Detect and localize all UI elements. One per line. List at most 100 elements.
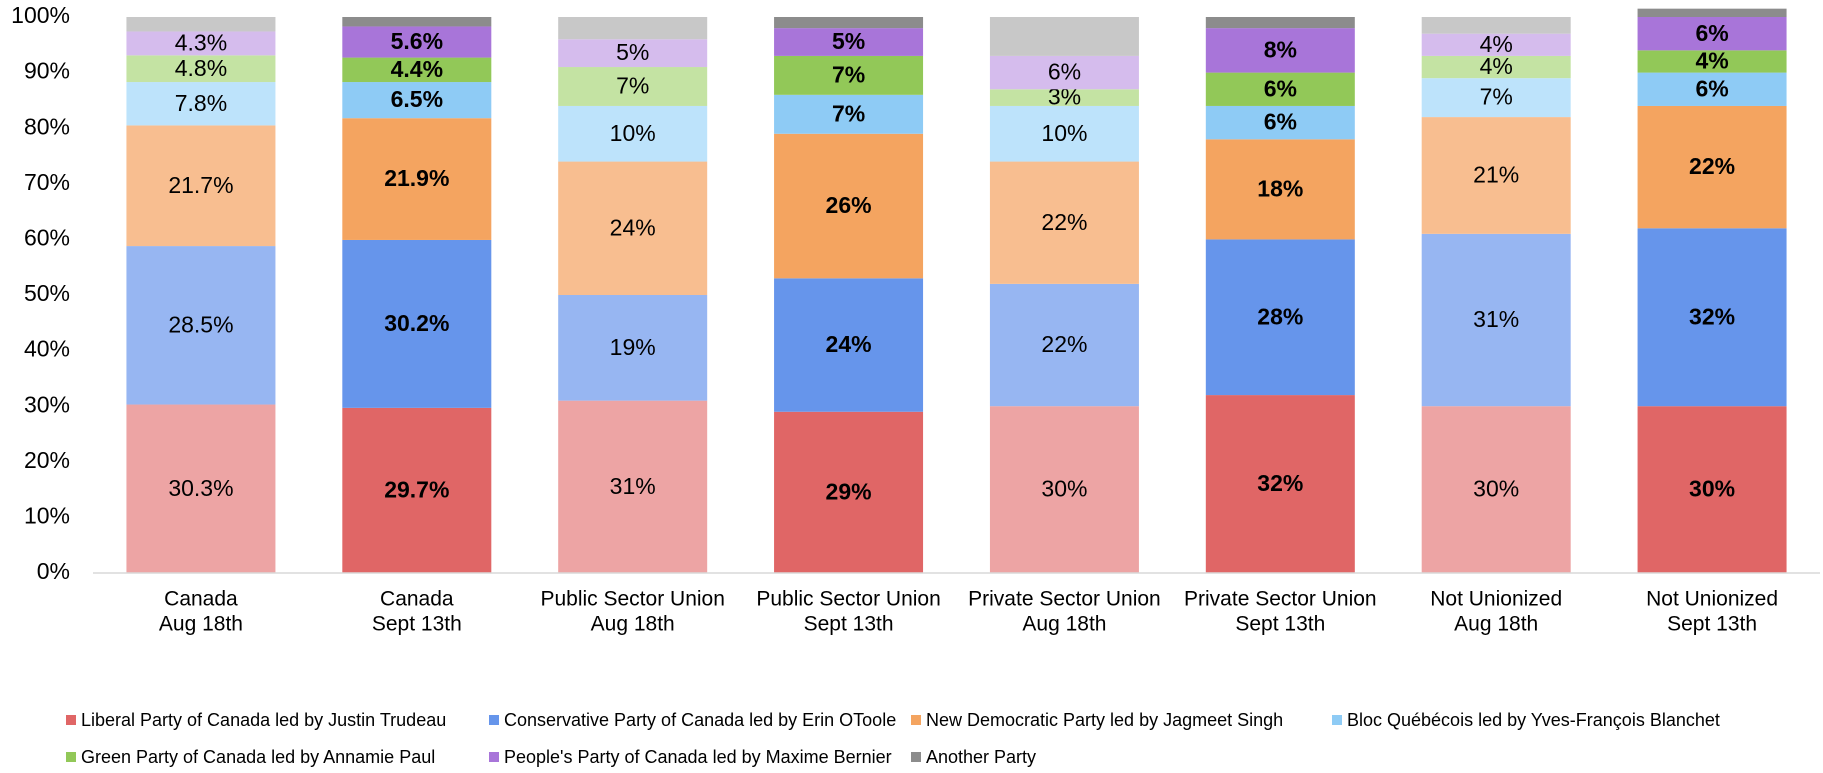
y-tick-label: 40% xyxy=(24,336,70,362)
x-tick-label: Canada xyxy=(380,588,454,611)
value-label: 21.7% xyxy=(168,172,233,198)
bar-segment xyxy=(989,17,1139,56)
value-label: 6% xyxy=(1048,59,1081,85)
value-label: 5% xyxy=(616,39,649,65)
bar-segment xyxy=(342,118,492,240)
value-label: 19% xyxy=(610,334,656,360)
bar-segment xyxy=(1421,33,1571,56)
legend-label: People's Party of Canada led by Maxime B… xyxy=(504,747,892,767)
value-label: 6% xyxy=(1264,75,1297,101)
bar-segment xyxy=(558,295,708,401)
value-label: 7% xyxy=(832,100,865,126)
value-label: 7.8% xyxy=(175,90,227,116)
bar-segment xyxy=(342,26,492,58)
bar-segment xyxy=(126,246,276,405)
bar-segment xyxy=(1205,28,1355,73)
value-label: 10% xyxy=(1041,120,1087,146)
value-label: 24% xyxy=(610,214,656,240)
bar-segment xyxy=(774,133,924,279)
x-tick-label: Private Sector Union xyxy=(1184,588,1377,611)
value-label: 4.3% xyxy=(175,29,227,55)
bar-segment xyxy=(126,31,276,56)
value-label: 6% xyxy=(1695,20,1728,46)
value-label: 30.2% xyxy=(384,310,449,336)
bar-segment xyxy=(774,17,924,29)
bar-segment xyxy=(1205,17,1355,29)
bar-segment xyxy=(989,161,1139,284)
bar-segment xyxy=(126,125,276,247)
y-tick-label: 70% xyxy=(24,169,70,195)
value-label: 30.3% xyxy=(168,475,233,501)
value-label: 30% xyxy=(1041,476,1087,502)
value-label: 22% xyxy=(1041,209,1087,235)
bar-segment xyxy=(1637,406,1787,573)
bar-segment xyxy=(1205,139,1355,240)
value-label: 4% xyxy=(1695,48,1728,74)
bar-segment xyxy=(774,411,924,573)
value-label: 7% xyxy=(832,61,865,87)
x-tick-label: Sept 13th xyxy=(372,613,462,636)
value-label: 4% xyxy=(1480,31,1513,57)
y-tick-label: 10% xyxy=(24,502,70,528)
bar-segment xyxy=(1421,406,1571,573)
legend-swatch xyxy=(911,715,921,725)
legend-label: Green Party of Canada led by Annamie Pau… xyxy=(81,747,435,767)
legend-swatch xyxy=(489,752,499,762)
value-label: 22% xyxy=(1041,331,1087,357)
bar-segment xyxy=(1205,395,1355,573)
y-tick-label: 80% xyxy=(24,113,70,139)
bar-segment xyxy=(558,161,708,295)
value-label: 8% xyxy=(1264,36,1297,62)
value-label: 29.7% xyxy=(384,477,449,503)
bar-segment xyxy=(1637,228,1787,407)
x-tick-label: Sept 13th xyxy=(804,613,894,636)
bar-segment xyxy=(1637,17,1787,51)
value-label: 24% xyxy=(826,331,872,357)
bar-segment xyxy=(126,404,276,573)
value-label: 5.6% xyxy=(391,28,443,54)
bar-segment xyxy=(558,67,708,106)
bar-segment xyxy=(989,105,1139,162)
x-tick-label: Private Sector Union xyxy=(968,588,1161,611)
legend-label: Another Party xyxy=(926,747,1036,767)
value-label: 21.9% xyxy=(384,165,449,191)
x-tick-label: Aug 18th xyxy=(591,613,675,636)
x-tick-label: Aug 18th xyxy=(1022,613,1106,636)
value-label: 6% xyxy=(1264,109,1297,135)
value-label: 30% xyxy=(1689,476,1735,502)
legend-swatch xyxy=(66,752,76,762)
x-tick-label: Aug 18th xyxy=(159,613,243,636)
y-tick-label: 50% xyxy=(24,280,70,306)
bar-segment xyxy=(342,239,492,408)
x-tick-label: Public Sector Union xyxy=(540,588,724,611)
bar-segment xyxy=(558,17,708,40)
bar-segment xyxy=(558,105,708,162)
value-label: 4% xyxy=(1480,53,1513,79)
bar-segment xyxy=(1637,8,1787,17)
bar-segment xyxy=(989,283,1139,407)
value-label: 31% xyxy=(1473,306,1519,332)
value-label: 10% xyxy=(610,120,656,146)
legend-label: Liberal Party of Canada led by Justin Tr… xyxy=(81,710,446,730)
value-label: 4.8% xyxy=(175,55,227,81)
value-label: 4.4% xyxy=(391,56,443,82)
bar-segment xyxy=(989,55,1139,90)
x-tick-label: Aug 18th xyxy=(1454,613,1538,636)
legend-label: Conservative Party of Canada led by Erin… xyxy=(504,710,896,730)
value-label: 32% xyxy=(1689,303,1735,329)
value-label: 29% xyxy=(826,478,872,504)
bar-segment xyxy=(342,57,492,83)
legend-swatch xyxy=(66,715,76,725)
legend-swatch xyxy=(1332,715,1342,725)
bar-segment xyxy=(126,17,276,32)
bar-segment xyxy=(989,89,1139,106)
bar-segment xyxy=(774,278,924,412)
bar-segment xyxy=(342,407,492,573)
bar-segment xyxy=(126,82,276,126)
bar-segment xyxy=(342,82,492,119)
bar-segment xyxy=(1421,78,1571,118)
bar-segment xyxy=(1421,117,1571,234)
bar-segment xyxy=(1205,72,1355,106)
bar-segment xyxy=(774,28,924,56)
value-label: 22% xyxy=(1689,153,1735,179)
